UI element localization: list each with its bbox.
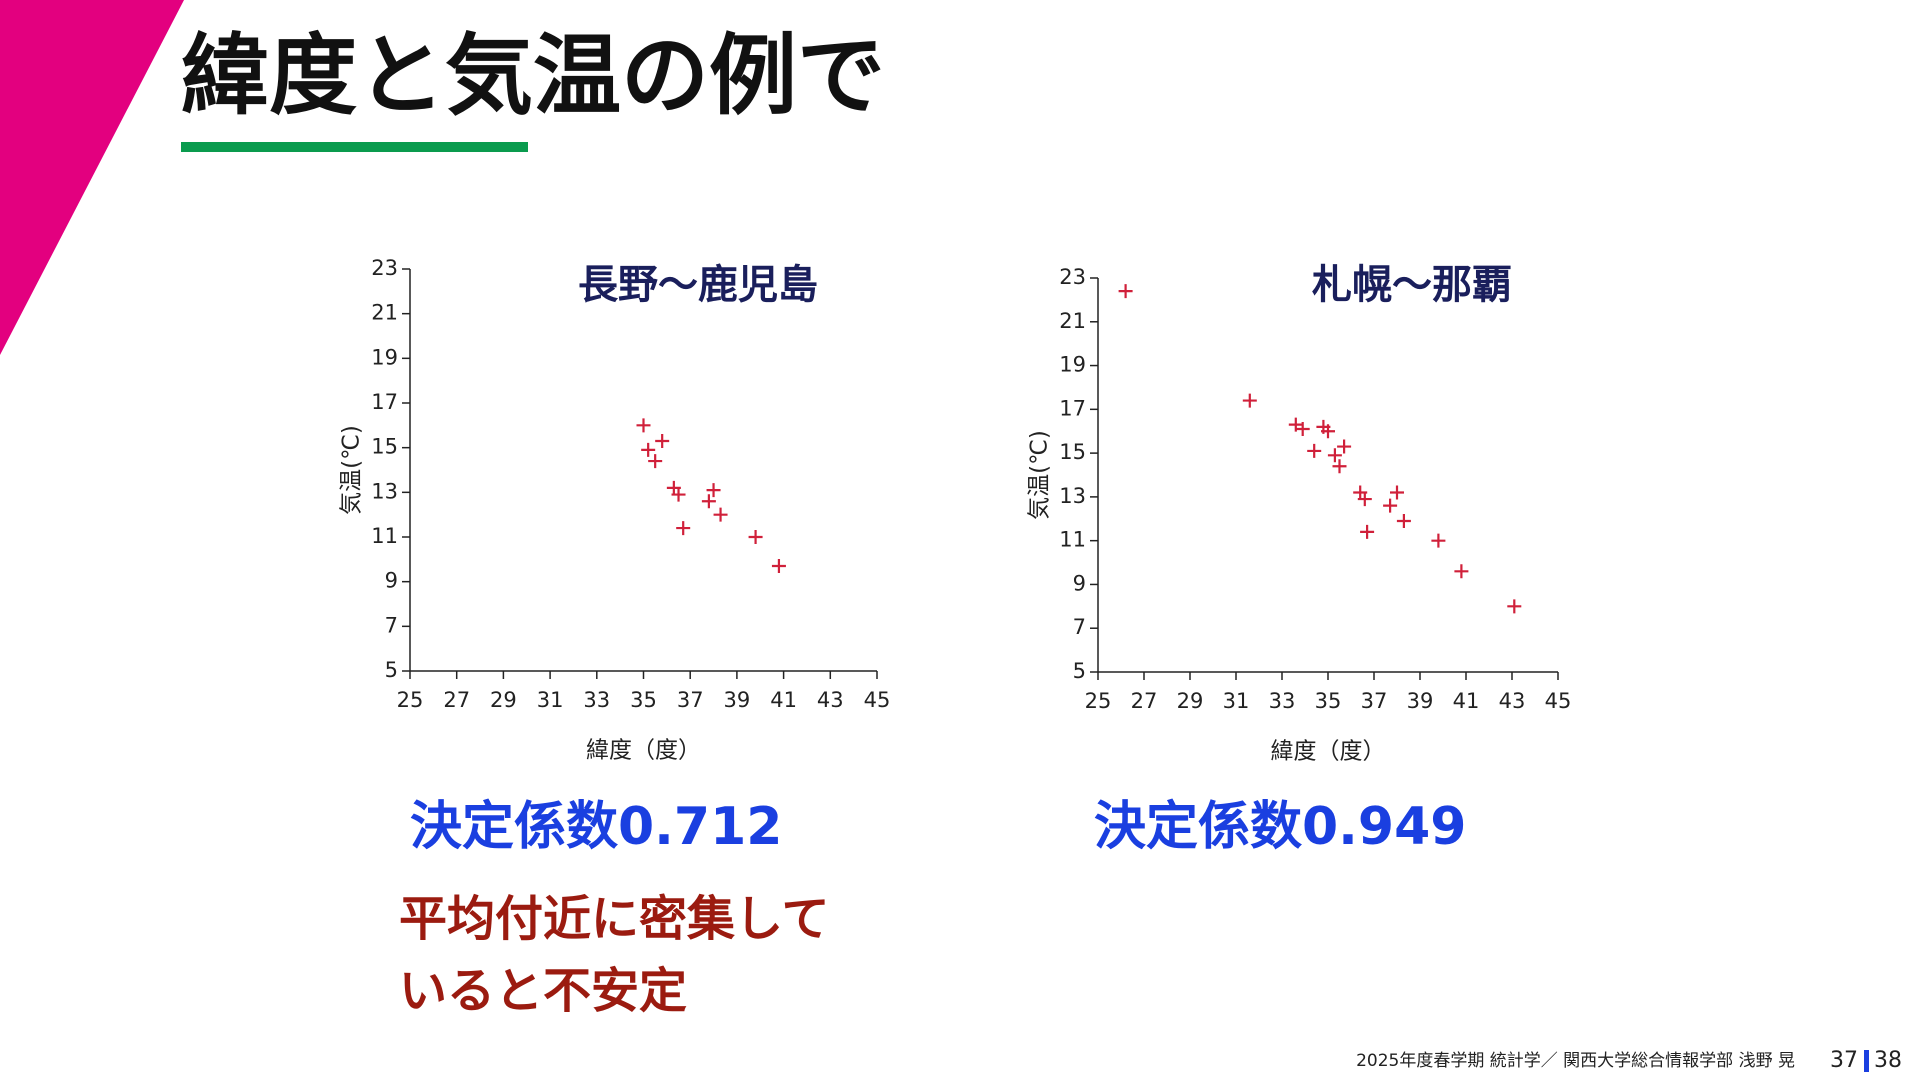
point	[1390, 485, 1404, 500]
y-tick-label: 5	[385, 658, 398, 682]
x-tick-label: 35	[1315, 689, 1342, 713]
x-tick-label: 35	[630, 688, 657, 712]
point	[641, 442, 656, 457]
point	[1307, 443, 1322, 458]
x-tick-label: 45	[864, 688, 891, 712]
x-tick-label: 45	[1545, 689, 1572, 713]
point	[706, 483, 721, 498]
x-tick-label: 43	[1499, 689, 1526, 713]
note: いると不安定	[399, 963, 687, 1019]
y-tick-label: 7	[1073, 615, 1086, 639]
y-tick-label: 11	[1059, 528, 1086, 552]
page-total: 38	[1874, 1048, 1902, 1073]
y-tick-label: 5	[1073, 659, 1086, 683]
point	[1332, 459, 1347, 474]
point	[1360, 524, 1375, 539]
y-tick-label: 9	[385, 569, 398, 593]
y-tick-label: 7	[385, 613, 398, 637]
y-axis-label: 気温(℃)	[339, 425, 365, 515]
x-tick-label: 31	[1223, 689, 1250, 713]
y-tick-label: 15	[1059, 440, 1086, 464]
accent-triangle	[0, 0, 184, 355]
y-tick-label: 13	[371, 479, 398, 503]
y-tick-label: 13	[1059, 484, 1086, 508]
x-tick-label: 33	[583, 688, 610, 712]
y-tick-label: 21	[371, 301, 398, 325]
x-tick-label: 43	[817, 688, 844, 712]
y-tick-label: 17	[371, 390, 398, 414]
x-tick-label: 37	[677, 688, 704, 712]
coefficient: 決定係数0.949	[1094, 797, 1466, 857]
y-tick-label: 19	[1059, 353, 1086, 377]
x-tick-label: 39	[1407, 689, 1434, 713]
point	[636, 418, 651, 433]
chart-title: 長野～鹿児島	[578, 262, 818, 308]
y-tick-label: 17	[1059, 396, 1086, 420]
point	[1242, 393, 1257, 408]
y-tick-label: 21	[1059, 309, 1086, 333]
x-tick-label: 29	[1177, 689, 1204, 713]
page-separator	[1864, 1050, 1869, 1072]
y-tick-label: 15	[371, 435, 398, 459]
footer: 2025年度春学期 統計学／ 関西大学総合情報学部 浅野 晃	[1356, 1051, 1795, 1071]
note: 平均付近に密集して	[399, 891, 830, 947]
y-tick-label: 11	[371, 524, 398, 548]
point	[713, 507, 728, 522]
coefficient: 決定係数0.712	[410, 797, 782, 857]
y-tick-label: 9	[1073, 571, 1086, 595]
x-axis-label: 緯度（度）	[586, 738, 701, 764]
point	[701, 494, 716, 509]
point	[771, 559, 786, 574]
y-tick-label: 19	[371, 345, 398, 369]
point	[1507, 599, 1522, 614]
slide-title: 緯度と気温の例で	[181, 24, 885, 127]
point	[1357, 492, 1372, 507]
x-tick-label: 39	[724, 688, 751, 712]
point	[1321, 424, 1335, 439]
x-tick-label: 37	[1361, 689, 1388, 713]
x-tick-label: 25	[397, 688, 424, 712]
point	[1337, 439, 1352, 454]
chart-title: 札幌～那覇	[1312, 262, 1512, 308]
point	[655, 433, 670, 448]
point	[671, 487, 686, 502]
x-axis-label: 緯度（度）	[1271, 739, 1386, 765]
point	[676, 521, 691, 536]
x-tick-label: 27	[1131, 689, 1158, 713]
y-tick-label: 23	[371, 256, 398, 280]
point	[648, 454, 663, 469]
x-tick-label: 41	[1453, 689, 1480, 713]
point	[748, 530, 763, 544]
point	[1454, 564, 1469, 579]
x-tick-label: 33	[1269, 689, 1296, 713]
x-tick-label: 29	[490, 688, 517, 712]
x-tick-label: 41	[770, 688, 797, 712]
x-tick-label: 25	[1085, 689, 1112, 713]
point	[1118, 284, 1133, 299]
title-underline	[181, 142, 528, 152]
x-tick-label: 31	[537, 688, 564, 712]
x-tick-label: 27	[443, 688, 470, 712]
point	[1383, 498, 1398, 513]
point	[1396, 513, 1411, 528]
point	[1431, 533, 1446, 548]
y-tick-label: 23	[1059, 265, 1086, 289]
point	[1295, 422, 1310, 437]
y-axis-label: 気温(℃)	[1027, 430, 1053, 520]
page-number: 37	[1830, 1048, 1858, 1073]
point	[1327, 448, 1342, 463]
